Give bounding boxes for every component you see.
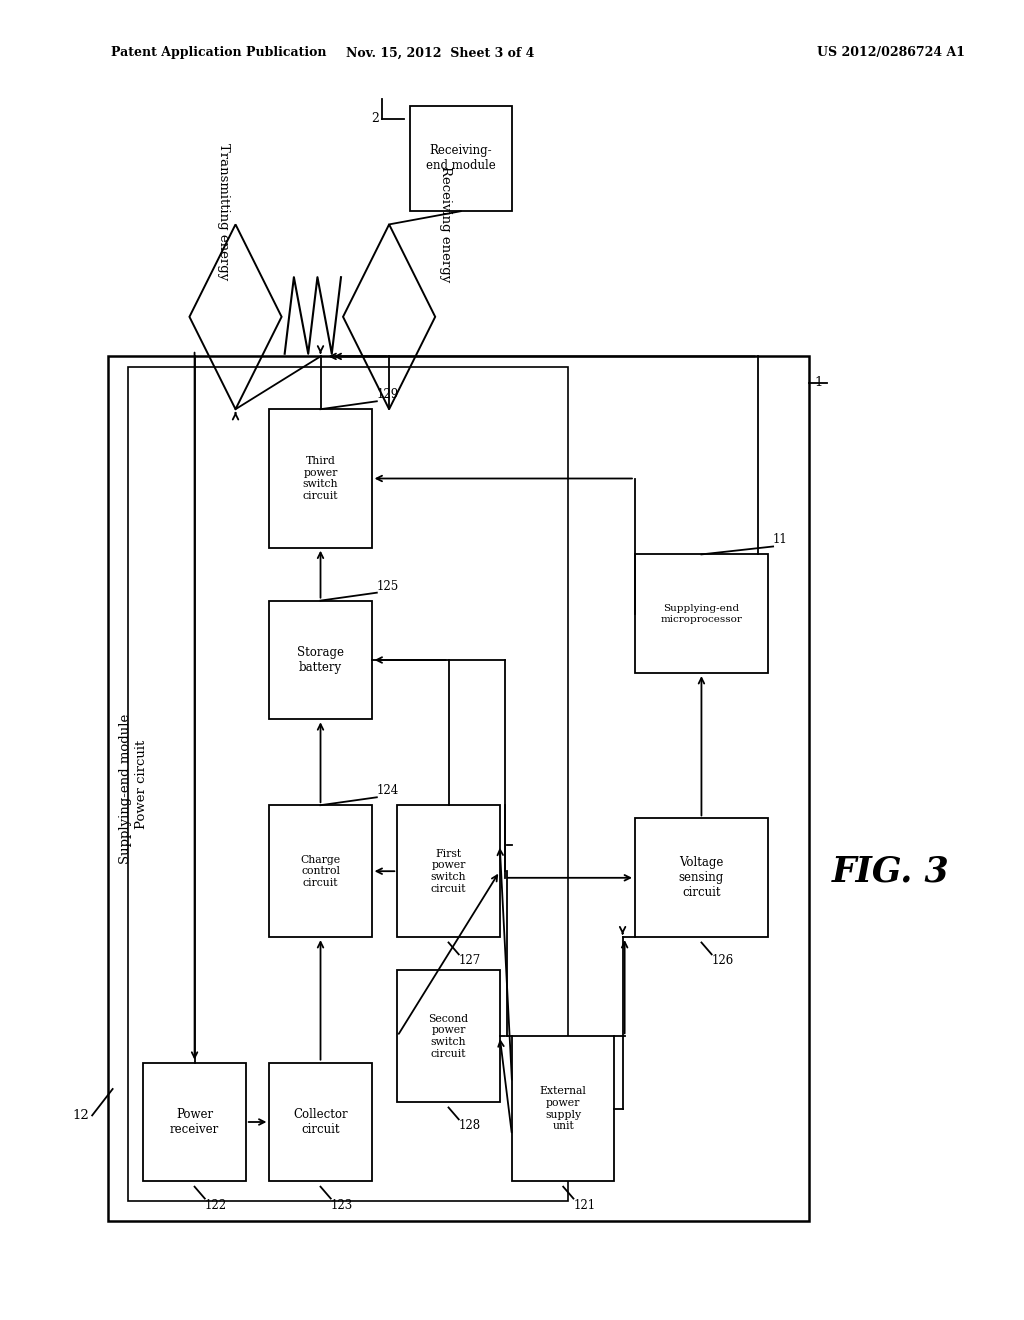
Text: 126: 126 — [712, 954, 734, 968]
FancyBboxPatch shape — [143, 1063, 246, 1181]
Text: 127: 127 — [459, 954, 481, 968]
Text: Patent Application Publication: Patent Application Publication — [111, 46, 326, 59]
FancyBboxPatch shape — [269, 805, 372, 937]
Text: US 2012/0286724 A1: US 2012/0286724 A1 — [817, 46, 965, 59]
Text: Third
power
switch
circuit: Third power switch circuit — [303, 457, 338, 500]
FancyBboxPatch shape — [397, 970, 500, 1102]
FancyBboxPatch shape — [512, 1036, 614, 1181]
Text: 122: 122 — [205, 1199, 227, 1212]
Text: 129: 129 — [377, 388, 399, 401]
Text: Collector
circuit: Collector circuit — [293, 1107, 348, 1137]
FancyBboxPatch shape — [269, 409, 372, 548]
FancyBboxPatch shape — [410, 106, 512, 211]
Text: Storage
battery: Storage battery — [297, 645, 344, 675]
FancyBboxPatch shape — [269, 601, 372, 719]
Text: Power
receiver: Power receiver — [170, 1107, 219, 1137]
Text: 1: 1 — [814, 376, 822, 389]
Text: 123: 123 — [331, 1199, 353, 1212]
Text: Second
power
switch
circuit: Second power switch circuit — [428, 1014, 469, 1059]
Text: 125: 125 — [377, 579, 399, 593]
Text: Receiving energy: Receiving energy — [439, 166, 452, 282]
Text: Nov. 15, 2012  Sheet 3 of 4: Nov. 15, 2012 Sheet 3 of 4 — [346, 46, 535, 59]
Text: 124: 124 — [377, 784, 399, 797]
FancyBboxPatch shape — [128, 367, 568, 1201]
FancyBboxPatch shape — [108, 356, 809, 1221]
FancyBboxPatch shape — [635, 818, 768, 937]
Text: Power circuit: Power circuit — [135, 739, 147, 829]
Text: 12: 12 — [73, 1109, 89, 1122]
Text: Charge
control
circuit: Charge control circuit — [300, 854, 341, 888]
Text: First
power
switch
circuit: First power switch circuit — [431, 849, 466, 894]
FancyBboxPatch shape — [635, 554, 768, 673]
FancyBboxPatch shape — [397, 805, 500, 937]
Text: 11: 11 — [773, 533, 787, 546]
Text: Transmitting energy: Transmitting energy — [217, 143, 229, 280]
Text: Receiving-
end module: Receiving- end module — [426, 144, 496, 173]
Text: 128: 128 — [459, 1119, 481, 1133]
Text: External
power
supply
unit: External power supply unit — [540, 1086, 587, 1131]
Text: Voltage
sensing
circuit: Voltage sensing circuit — [679, 857, 724, 899]
Text: 2: 2 — [371, 112, 379, 125]
Text: Supplying-end module: Supplying-end module — [120, 714, 132, 863]
Text: FIG. 3: FIG. 3 — [833, 854, 949, 888]
FancyBboxPatch shape — [269, 1063, 372, 1181]
Text: Supplying-end
microprocessor: Supplying-end microprocessor — [660, 605, 742, 623]
Text: 121: 121 — [573, 1199, 596, 1212]
